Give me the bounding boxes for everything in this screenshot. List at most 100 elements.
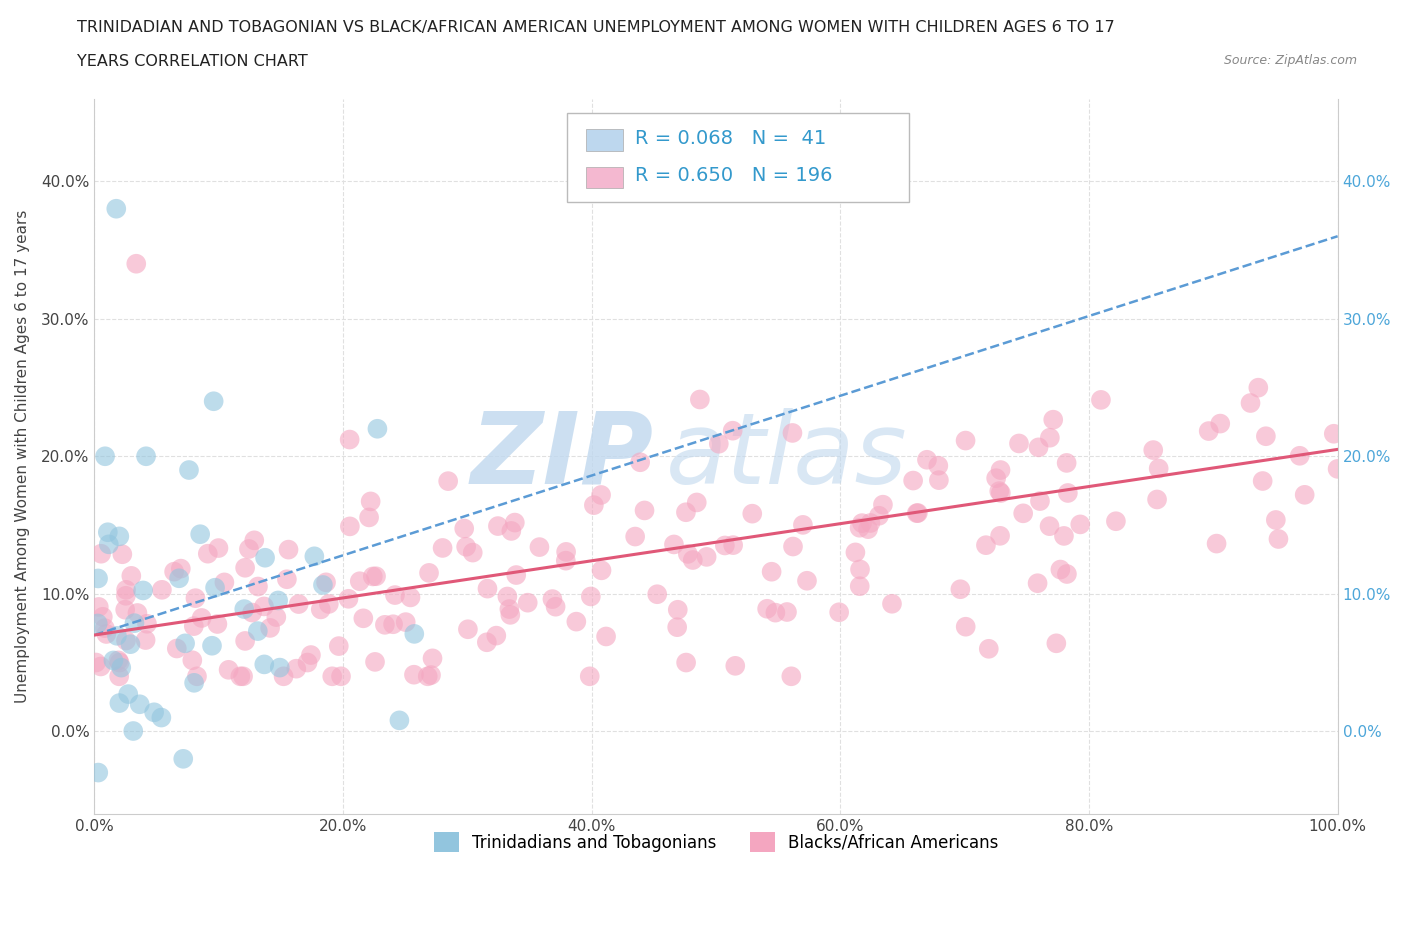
- Point: [315, 575, 337, 590]
- Point: [915, 452, 938, 467]
- Point: [741, 506, 763, 521]
- Point: [780, 669, 803, 684]
- Point: [321, 669, 343, 684]
- Point: [1026, 576, 1049, 591]
- Point: [496, 589, 519, 604]
- Point: [382, 617, 405, 631]
- Point: [828, 604, 851, 619]
- Point: [90, 546, 112, 561]
- Point: [565, 614, 588, 629]
- Point: [1288, 448, 1310, 463]
- Point: [364, 655, 387, 670]
- Point: [349, 574, 371, 589]
- Point: [267, 593, 290, 608]
- Point: [499, 607, 522, 622]
- Point: [143, 705, 166, 720]
- Point: [905, 506, 928, 521]
- Point: [666, 603, 689, 618]
- FancyBboxPatch shape: [585, 166, 623, 188]
- Point: [792, 517, 814, 532]
- Point: [87, 600, 110, 615]
- Point: [505, 567, 527, 582]
- Point: [872, 498, 894, 512]
- Point: [591, 487, 613, 502]
- Point: [172, 751, 194, 766]
- Point: [108, 669, 131, 684]
- Point: [402, 667, 425, 682]
- Point: [395, 615, 418, 630]
- Point: [676, 547, 699, 562]
- Point: [516, 595, 538, 610]
- Point: [114, 603, 136, 618]
- Point: [1142, 443, 1164, 458]
- Point: [761, 565, 783, 579]
- Point: [299, 647, 322, 662]
- Point: [662, 537, 685, 551]
- Point: [361, 569, 384, 584]
- Point: [579, 589, 602, 604]
- Point: [529, 539, 551, 554]
- Point: [276, 572, 298, 587]
- Point: [243, 533, 266, 548]
- Point: [309, 602, 332, 617]
- Point: [166, 641, 188, 656]
- Point: [1239, 395, 1261, 410]
- Point: [218, 662, 240, 677]
- Point: [675, 655, 697, 670]
- Point: [628, 455, 651, 470]
- Point: [91, 609, 114, 624]
- Point: [977, 642, 1000, 657]
- Point: [796, 573, 818, 588]
- Point: [988, 528, 1011, 543]
- Point: [707, 436, 730, 451]
- Point: [94, 449, 117, 464]
- Point: [330, 669, 353, 684]
- Point: [974, 538, 997, 552]
- Point: [907, 506, 929, 521]
- Point: [851, 515, 873, 530]
- Point: [97, 537, 120, 551]
- Point: [132, 583, 155, 598]
- Point: [84, 655, 107, 670]
- Text: Source: ZipAtlas.com: Source: ZipAtlas.com: [1223, 54, 1357, 67]
- Point: [352, 611, 374, 626]
- Point: [124, 616, 146, 631]
- Point: [1267, 532, 1289, 547]
- Point: [457, 622, 479, 637]
- Point: [150, 582, 173, 597]
- Point: [1090, 392, 1112, 407]
- Point: [207, 540, 229, 555]
- Point: [1056, 456, 1078, 471]
- Point: [232, 669, 254, 684]
- Text: R = 0.068   N =  41: R = 0.068 N = 41: [636, 129, 827, 148]
- Point: [721, 423, 744, 438]
- Y-axis label: Unemployment Among Women with Children Ages 6 to 17 years: Unemployment Among Women with Children A…: [15, 209, 30, 703]
- Point: [554, 553, 576, 568]
- Point: [122, 724, 145, 738]
- Point: [1105, 513, 1128, 528]
- Point: [880, 596, 903, 611]
- Point: [188, 526, 211, 541]
- Point: [1053, 528, 1076, 543]
- Point: [437, 473, 460, 488]
- Point: [136, 617, 159, 631]
- Point: [578, 669, 600, 684]
- Point: [163, 565, 186, 579]
- Point: [214, 575, 236, 590]
- Point: [776, 604, 799, 619]
- Point: [107, 653, 129, 668]
- Point: [1012, 506, 1035, 521]
- Point: [955, 619, 977, 634]
- Point: [128, 697, 150, 711]
- Point: [1069, 517, 1091, 532]
- Legend: Trinidadians and Tobagonians, Blacks/African Americans: Trinidadians and Tobagonians, Blacks/Afr…: [427, 826, 1005, 859]
- Point: [90, 659, 112, 674]
- Point: [115, 582, 138, 597]
- Point: [763, 605, 786, 620]
- Point: [94, 620, 117, 635]
- Point: [453, 521, 475, 536]
- Point: [1147, 461, 1170, 476]
- Point: [135, 449, 157, 464]
- FancyBboxPatch shape: [567, 113, 908, 203]
- Point: [404, 627, 426, 642]
